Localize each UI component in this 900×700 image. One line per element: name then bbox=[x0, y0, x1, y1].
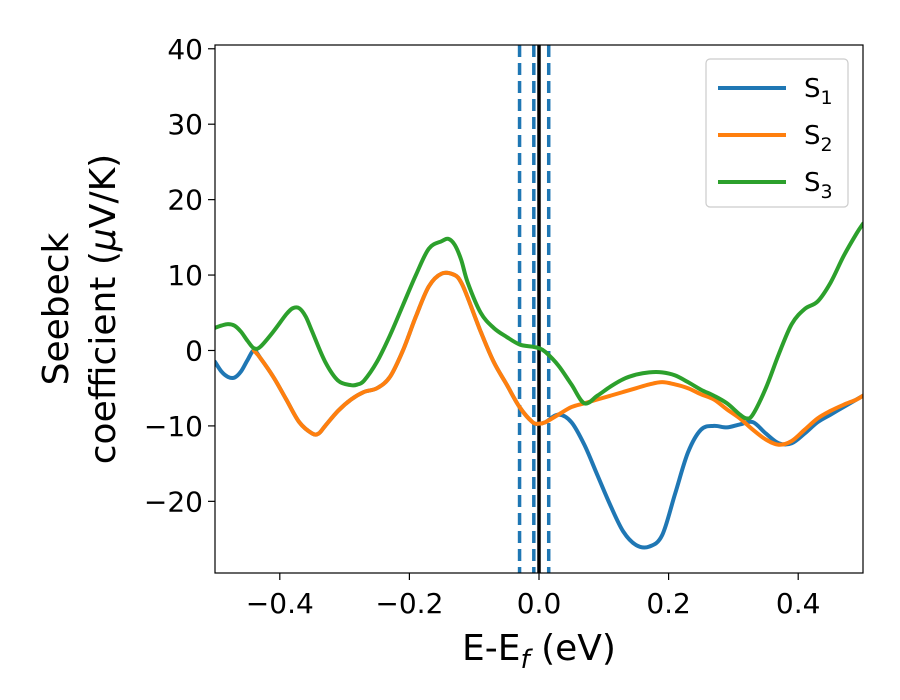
x-axis-label: E-Ef (eV) bbox=[462, 628, 616, 675]
y-tick-label: −20 bbox=[144, 485, 203, 518]
x-tick-label: 0.2 bbox=[646, 587, 691, 620]
y-axis-label-line1: Seebeck bbox=[36, 232, 77, 385]
x-tick-label: 0.0 bbox=[517, 587, 562, 620]
series-layer bbox=[215, 221, 863, 550]
reference-lines bbox=[517, 45, 551, 573]
series-line-s2 bbox=[251, 270, 863, 447]
y-tick-label: −10 bbox=[144, 410, 203, 443]
y-tick-label: 0 bbox=[185, 334, 203, 367]
y-tick-label: 30 bbox=[167, 108, 203, 141]
legend-label-s1: S1 bbox=[804, 74, 833, 109]
y-axis-label-line2: coefficient (μV/K) bbox=[83, 154, 124, 464]
legend: S1 S2 S3 bbox=[705, 58, 849, 208]
y-tick-label: 20 bbox=[167, 184, 203, 217]
legend-label-s2: S2 bbox=[804, 121, 833, 156]
legend-label-s3: S3 bbox=[804, 168, 833, 203]
series-line-s3 bbox=[215, 221, 863, 421]
y-tick-label: 40 bbox=[167, 33, 203, 66]
ticks-layer: −0.4 −0.2 0.0 0.2 0.4 −20 −10 0 10 20 30 40 bbox=[144, 33, 821, 620]
y-axis-label: Seebeck coefficient (μV/K) bbox=[36, 154, 124, 464]
x-tick-label: 0.4 bbox=[776, 587, 821, 620]
y-tick-label: 10 bbox=[167, 259, 203, 292]
x-tick-label: −0.2 bbox=[375, 587, 443, 620]
plot-frame bbox=[214, 44, 864, 574]
x-tick-label: −0.4 bbox=[246, 587, 314, 620]
